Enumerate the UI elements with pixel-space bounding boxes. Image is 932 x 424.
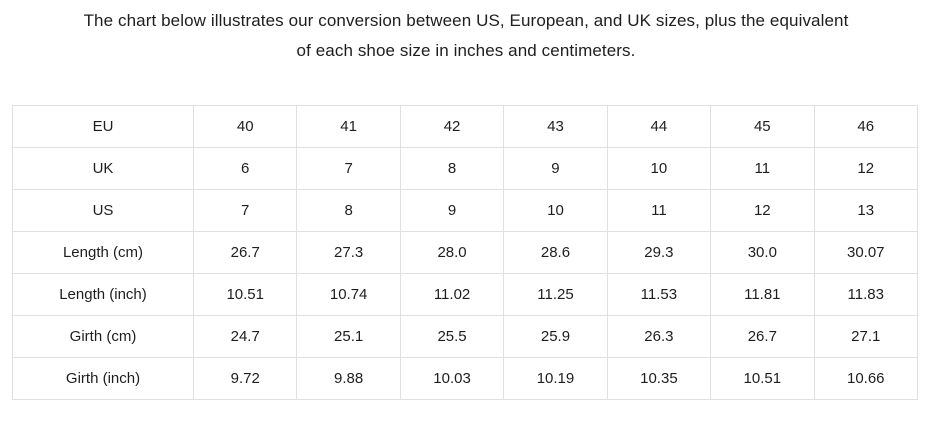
table-cell: 26.7	[710, 315, 815, 358]
row-header-length-inch: Length (inch)	[12, 273, 194, 316]
table-cell: 11.81	[710, 273, 815, 316]
table-cell: 11.53	[606, 273, 712, 316]
table-cell: 12	[710, 189, 815, 232]
row-header-eu: EU	[12, 105, 194, 148]
table-cell: 45	[710, 105, 815, 148]
table-cell: 26.7	[192, 231, 298, 274]
table-cell: 10	[503, 189, 608, 232]
table-cell: 10.19	[503, 357, 608, 400]
table-row-length-inch: Length (inch) 10.51 10.74 11.02 11.25 11…	[12, 273, 919, 316]
table-cell: 13	[813, 189, 919, 232]
table-cell: 10	[606, 147, 712, 190]
intro-text-line-1: The chart below illustrates our conversi…	[83, 11, 849, 30]
size-conversion-table: EU 40 41 42 43 44 45 46 UK 6 7 8 9 10 11…	[12, 105, 919, 400]
table-cell: 12	[813, 147, 919, 190]
table-cell: 44	[606, 105, 712, 148]
table-cell: 10.35	[606, 357, 712, 400]
table-cell: 10.51	[192, 273, 298, 316]
table-cell: 10.51	[710, 357, 815, 400]
intro-text: The chart below illustrates our conversi…	[0, 0, 932, 66]
row-header-girth-cm: Girth (cm)	[12, 315, 194, 358]
table-row-us: US 7 8 9 10 11 12 13	[12, 189, 919, 232]
table-cell: 11.83	[813, 273, 919, 316]
table-cell: 11.02	[399, 273, 505, 316]
table-cell: 10.66	[813, 357, 919, 400]
table-cell: 24.7	[192, 315, 298, 358]
table-cell: 11	[710, 147, 815, 190]
table-cell: 25.5	[399, 315, 505, 358]
table-cell: 8	[399, 147, 505, 190]
table-cell: 7	[192, 189, 298, 232]
table-row-uk: UK 6 7 8 9 10 11 12	[12, 147, 919, 190]
table-cell: 11.25	[503, 273, 608, 316]
table-row-girth-inch: Girth (inch) 9.72 9.88 10.03 10.19 10.35…	[12, 357, 919, 400]
table-cell: 29.3	[606, 231, 712, 274]
table-cell: 28.0	[399, 231, 505, 274]
table-row-length-cm: Length (cm) 26.7 27.3 28.0 28.6 29.3 30.…	[12, 231, 919, 274]
table-cell: 30.07	[813, 231, 919, 274]
table-cell: 7	[296, 147, 401, 190]
row-header-us: US	[12, 189, 194, 232]
table-cell: 9.72	[192, 357, 298, 400]
table-cell: 25.1	[296, 315, 401, 358]
table-row-eu: EU 40 41 42 43 44 45 46	[12, 105, 919, 148]
table-cell: 11	[606, 189, 712, 232]
table-cell: 9	[399, 189, 505, 232]
table-cell: 30.0	[710, 231, 815, 274]
table-cell: 27.1	[813, 315, 919, 358]
table-cell: 9	[503, 147, 608, 190]
table-cell: 41	[296, 105, 401, 148]
table-cell: 27.3	[296, 231, 401, 274]
table-cell: 9.88	[296, 357, 401, 400]
table-cell: 6	[192, 147, 298, 190]
intro-text-line-2: of each shoe size in inches and centimet…	[296, 41, 636, 60]
table-row-girth-cm: Girth (cm) 24.7 25.1 25.5 25.9 26.3 26.7…	[12, 315, 919, 358]
table-cell: 42	[399, 105, 505, 148]
table-cell: 8	[296, 189, 401, 232]
table-cell: 40	[192, 105, 298, 148]
table-cell: 43	[503, 105, 608, 148]
row-header-length-cm: Length (cm)	[12, 231, 194, 274]
table-cell: 26.3	[606, 315, 712, 358]
table-cell: 28.6	[503, 231, 608, 274]
row-header-girth-inch: Girth (inch)	[12, 357, 194, 400]
table-cell: 10.03	[399, 357, 505, 400]
table-cell: 25.9	[503, 315, 608, 358]
table-cell: 10.74	[296, 273, 401, 316]
row-header-uk: UK	[12, 147, 194, 190]
table-cell: 46	[813, 105, 919, 148]
